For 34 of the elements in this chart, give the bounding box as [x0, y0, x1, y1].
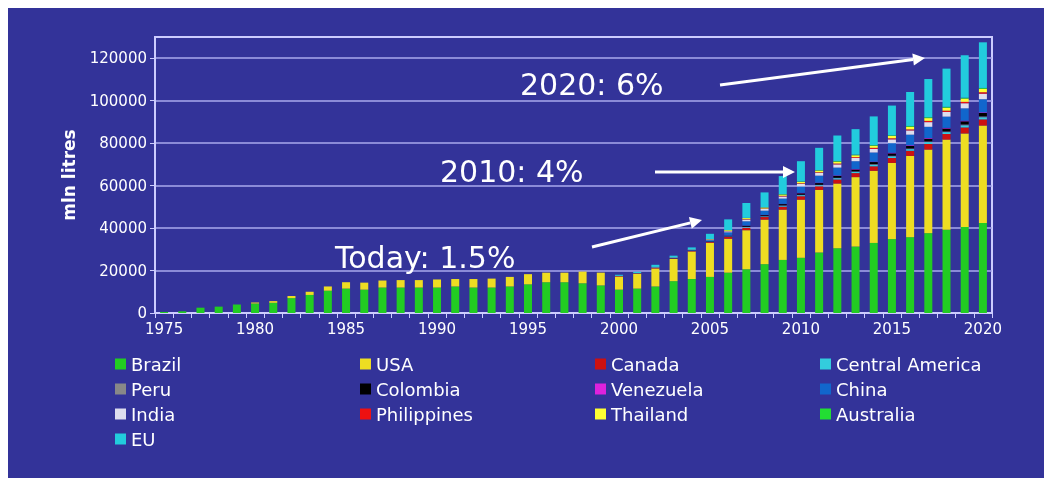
x-tick-label: 2020 — [963, 319, 1002, 338]
x-tick-label: 1975 — [145, 319, 184, 338]
y-tick-label: 20000 — [99, 261, 147, 280]
annotation: Today: 1.5% — [335, 240, 516, 275]
x-tick-label: 2005 — [690, 319, 730, 338]
y-tick-label: 40000 — [99, 219, 147, 238]
x-tick-label: 1985 — [326, 319, 366, 338]
legend-label: Colombia — [376, 378, 461, 400]
x-tick-label: 1990 — [417, 319, 457, 338]
x-tick-label: 2000 — [599, 319, 639, 338]
legend-label: India — [131, 403, 176, 425]
y-tick-label: 60000 — [99, 176, 147, 195]
legend-label: Philippines — [376, 403, 473, 425]
annotation: 2010: 4% — [440, 154, 584, 189]
y-axis-title: mln litres — [58, 129, 79, 221]
legend-label: Canada — [611, 353, 680, 375]
legend-label: Thailand — [610, 403, 689, 425]
legend-label: China — [836, 378, 888, 400]
x-tick-label: 1980 — [235, 319, 275, 338]
y-tick-label: 100000 — [89, 91, 147, 110]
legend-label: Brazil — [131, 353, 182, 375]
y-tick-label: 120000 — [89, 49, 147, 68]
legend-label: Australia — [836, 403, 916, 425]
x-tick-label: 2010 — [781, 319, 821, 338]
x-tick-label: 2015 — [872, 319, 912, 338]
legend-label: Venezuela — [611, 378, 704, 400]
legend-label: Central America — [836, 353, 982, 375]
x-tick-label: 1995 — [508, 319, 548, 338]
annotation: 2020: 6% — [520, 67, 664, 102]
legend-label: EU — [131, 428, 156, 450]
y-tick-label: 0 — [137, 304, 147, 322]
y-tick-label: 80000 — [99, 134, 147, 153]
legend-label: Peru — [131, 378, 172, 400]
legend-label: USA — [376, 353, 414, 375]
